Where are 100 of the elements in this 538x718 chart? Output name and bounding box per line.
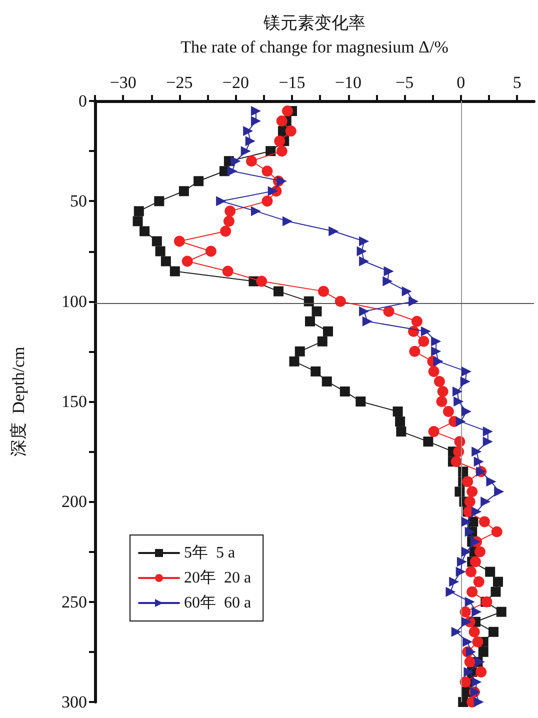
point: [294, 346, 305, 356]
point: [496, 606, 506, 617]
point: [362, 316, 372, 326]
point: [216, 196, 226, 206]
point: [359, 306, 370, 316]
x-axis-title: 镁元素变化率 The rate of change for magnesium Δ/%: [180, 14, 448, 56]
point: [460, 606, 471, 618]
point: [282, 216, 292, 226]
point: [285, 126, 296, 137]
point: [359, 256, 370, 266]
point: [262, 196, 273, 207]
x-tick-label: −30: [110, 73, 136, 92]
point: [476, 666, 487, 678]
point: [462, 476, 474, 488]
point: [465, 566, 476, 578]
point: [456, 416, 466, 427]
point: [418, 336, 430, 347]
x-tick-label: 0: [456, 73, 466, 92]
point: [402, 286, 412, 296]
point: [246, 156, 257, 167]
point: [428, 426, 440, 438]
point: [268, 186, 278, 196]
point: [433, 356, 444, 366]
point: [227, 166, 238, 176]
x-tick-label: −20: [222, 73, 249, 92]
point: [323, 326, 334, 336]
point: [460, 676, 471, 688]
point: [464, 596, 475, 607]
point: [454, 486, 465, 497]
point: [464, 496, 476, 508]
point: [423, 436, 434, 447]
point: [224, 206, 236, 217]
point: [383, 306, 394, 317]
point: [436, 396, 448, 407]
point: [318, 286, 330, 297]
point: [474, 697, 484, 707]
point: [431, 336, 442, 346]
point: [266, 146, 276, 156]
point: [160, 256, 171, 266]
point: [230, 156, 241, 166]
point: [468, 626, 480, 638]
point: [480, 496, 491, 507]
x-tick-label: −25: [166, 73, 193, 92]
point: [437, 386, 448, 397]
legend-label: 60年 60 a: [184, 594, 252, 612]
point: [223, 216, 234, 227]
point: [250, 106, 261, 116]
point: [328, 226, 339, 236]
point: [486, 476, 496, 487]
point: [462, 636, 473, 647]
point: [491, 526, 502, 538]
x-tick-label: 5: [512, 73, 522, 92]
point: [485, 566, 496, 577]
point: [245, 136, 256, 146]
point: [132, 216, 143, 226]
point: [312, 306, 322, 316]
point: [408, 296, 419, 306]
point: [488, 626, 498, 637]
point: [461, 406, 472, 417]
point: [174, 236, 185, 247]
point: [304, 296, 314, 306]
point: [449, 576, 460, 587]
point: [451, 626, 462, 637]
point: [460, 376, 470, 386]
legend-label: 20年 20 a: [184, 570, 252, 586]
point: [289, 356, 300, 366]
point: [473, 576, 484, 588]
point: [472, 446, 482, 457]
point: [384, 266, 394, 276]
point: [464, 656, 476, 668]
point: [222, 266, 234, 277]
point: [434, 376, 445, 387]
point: [472, 606, 482, 617]
point: [240, 146, 251, 156]
point: [274, 136, 286, 147]
x-tick-label: −15: [278, 73, 306, 92]
point: [140, 226, 150, 236]
point: [454, 396, 464, 406]
point: [154, 196, 164, 206]
point: [182, 256, 193, 267]
point: [464, 526, 475, 537]
point: [243, 126, 254, 136]
point: [304, 316, 315, 326]
point: [356, 246, 367, 256]
point: [276, 146, 288, 157]
y-tick-label: 0: [78, 92, 87, 110]
point: [382, 276, 393, 286]
point: [276, 176, 287, 186]
point: [152, 236, 162, 246]
y-tick-label: 50: [70, 192, 87, 211]
point: [170, 266, 180, 276]
point: [474, 456, 484, 467]
point: [356, 396, 366, 406]
y-tick-label: 150: [62, 392, 87, 411]
point: [256, 276, 268, 287]
point: [490, 586, 501, 597]
point: [456, 566, 466, 577]
point: [450, 456, 462, 468]
point: [310, 366, 321, 376]
point: [396, 426, 406, 437]
